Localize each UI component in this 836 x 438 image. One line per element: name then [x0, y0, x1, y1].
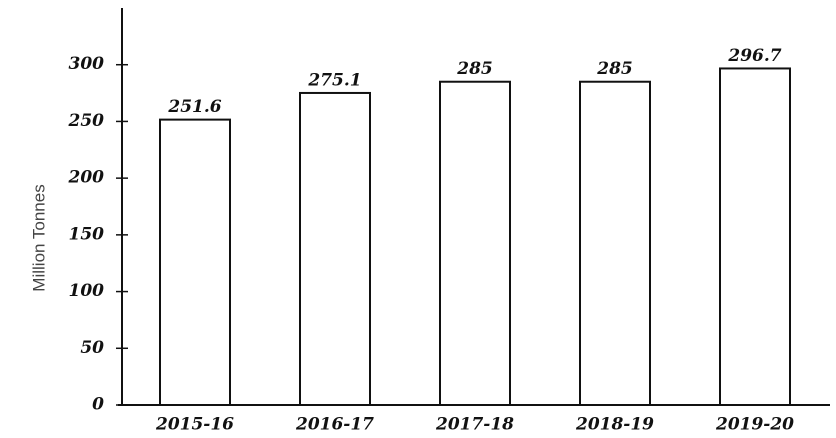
y-tick-label: 0 — [92, 395, 104, 415]
chart: Million Tonnes 0 50 100 150 200 250 300 2015-16… — [0, 0, 836, 438]
bar — [720, 68, 790, 405]
value-label: 285 — [456, 59, 493, 79]
y-axis-label: Million Tonnes — [29, 184, 48, 291]
x-tick-label: 2015-16 — [155, 415, 234, 435]
x-tick-label: 2017-18 — [435, 415, 514, 435]
bar — [440, 82, 510, 405]
y-tick-label: 250 — [68, 111, 105, 131]
bar — [160, 120, 230, 405]
y-tick-label: 50 — [80, 338, 104, 358]
bar — [300, 93, 370, 405]
y-tick-label: 300 — [69, 54, 105, 74]
x-tick-label: 2019-20 — [715, 415, 794, 435]
y-tick-label: 100 — [69, 281, 105, 301]
x-tick-label: 2018-19 — [575, 415, 654, 435]
y-tick-label: 200 — [68, 168, 105, 188]
y-tick-label: 150 — [69, 224, 105, 244]
value-label: 251.6 — [167, 97, 221, 117]
value-label: 285 — [596, 59, 633, 79]
bar — [580, 82, 650, 405]
value-label: 296.7 — [727, 46, 781, 66]
value-label: 275.1 — [307, 70, 361, 90]
x-tick-label: 2016-17 — [295, 415, 374, 435]
